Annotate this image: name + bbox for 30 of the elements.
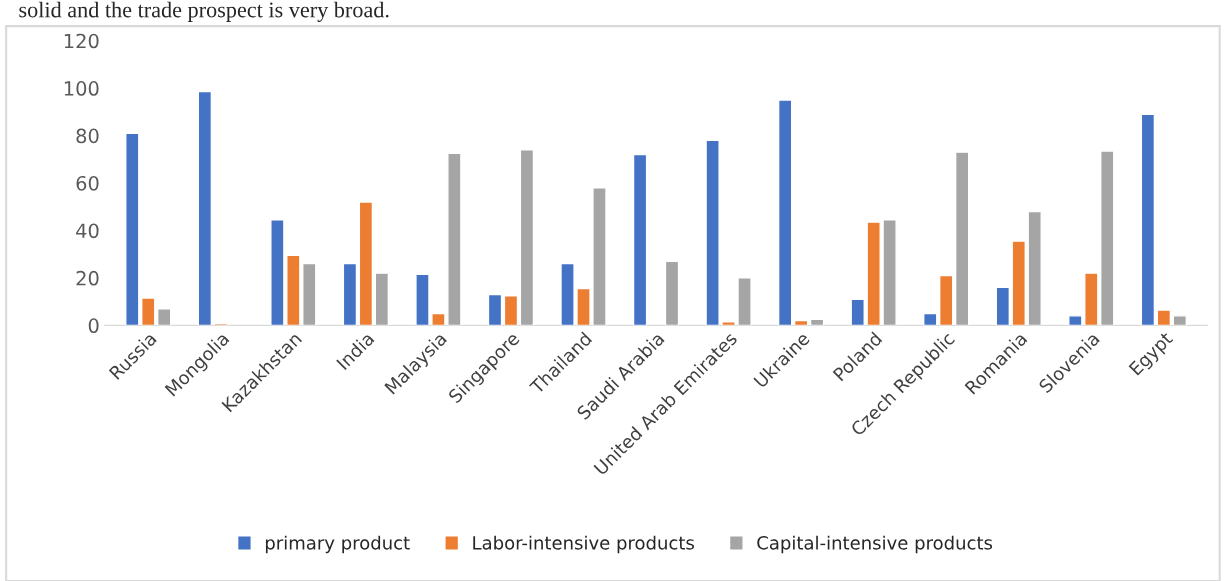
- y-tick-label: 100: [64, 81, 99, 96]
- y-tick-label: 20: [76, 270, 99, 286]
- bar: [938, 274, 954, 326]
- y-tick-label: 0: [88, 318, 99, 334]
- legend-label: Labor-intensive products: [473, 535, 694, 554]
- text: solid and the trade prospect is very broad.: [19, 1, 389, 22]
- bar: [954, 151, 970, 326]
- bar: [519, 149, 535, 326]
- bar: [632, 153, 648, 326]
- bar: [374, 272, 390, 326]
- bar: [1172, 315, 1188, 326]
- bar: [923, 312, 938, 326]
- bar: [793, 319, 809, 326]
- bar: [664, 260, 680, 326]
- bar: [777, 99, 793, 326]
- bar: [342, 262, 358, 326]
- bar: [1156, 309, 1172, 326]
- y-tick-label: 80: [76, 128, 99, 144]
- bar: [1140, 113, 1156, 326]
- bar: [503, 295, 519, 326]
- bar: [487, 293, 503, 326]
- legend-label: Capital-intensive products: [757, 535, 993, 554]
- legend-label: primary product: [265, 535, 410, 554]
- y-tick-label: 60: [76, 175, 99, 191]
- bar: [197, 90, 213, 326]
- bar: [995, 286, 1011, 326]
- bar: [156, 308, 172, 326]
- y-tick-label: 40: [76, 223, 99, 239]
- y-tick-label: 120: [64, 33, 99, 49]
- bar: [358, 201, 374, 326]
